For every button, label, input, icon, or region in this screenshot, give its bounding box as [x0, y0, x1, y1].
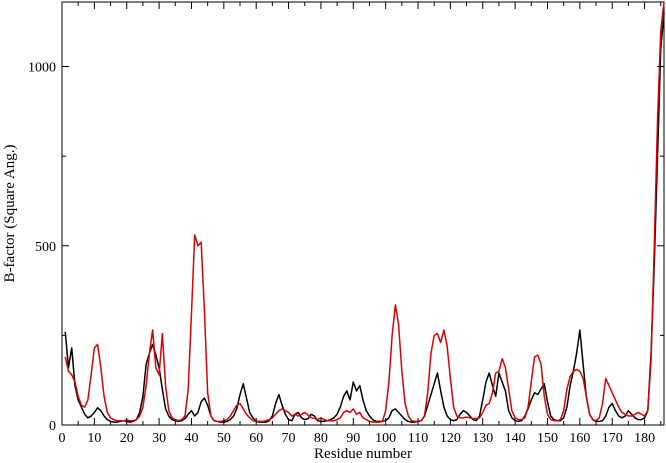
x-tick-label: 170 [602, 431, 623, 446]
y-tick-label: 500 [35, 240, 56, 255]
x-tick-label: 0 [59, 431, 66, 446]
x-tick-label: 140 [505, 431, 526, 446]
x-tick-label: 60 [249, 431, 263, 446]
x-tick-label: 80 [314, 431, 328, 446]
series-layer [64, 1, 665, 423]
y-axis-title: B-factor (Square Ang.) [2, 145, 18, 283]
x-tick-label: 30 [152, 431, 166, 446]
x-tick-label: 40 [184, 431, 198, 446]
x-tick-label: 110 [408, 431, 428, 446]
x-tick-label: 120 [440, 431, 461, 446]
x-tick-label: 10 [87, 431, 101, 446]
x-tick-label: 90 [346, 431, 360, 446]
x-tick-label: 50 [217, 431, 231, 446]
y-tick-label: 1000 [28, 61, 56, 76]
x-tick-label: 130 [472, 431, 493, 446]
plot-frame [61, 1, 665, 426]
x-tick-label: 150 [537, 431, 558, 446]
x-tick-label: 70 [282, 431, 296, 446]
x-axis: 0 10 20 30 40 50 60 70 80 90 100 110 120 130 140 150 160… [59, 2, 662, 446]
x-axis-title: Residue number [314, 446, 412, 462]
series-line-1 [64, 12, 665, 423]
y-axis: 0 500 1000 [28, 61, 664, 434]
y-tick-label: 0 [49, 419, 56, 434]
x-tick-label: 100 [375, 431, 396, 446]
series-line-2 [64, 1, 665, 423]
x-tick-label: 20 [120, 431, 134, 446]
x-tick-label: 160 [569, 431, 590, 446]
x-tick-label: 180 [634, 431, 655, 446]
